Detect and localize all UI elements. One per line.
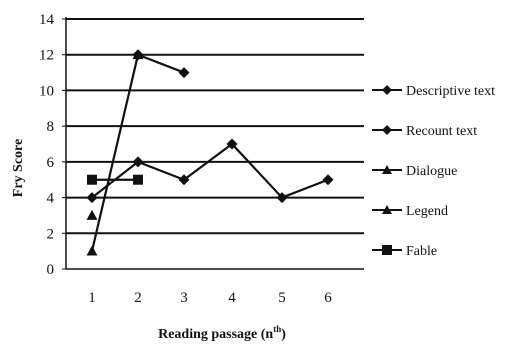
- y-tick-label: 12: [39, 48, 54, 64]
- legend: Descriptive text Recount text Dialogue Lege…: [372, 84, 495, 259]
- legend-item-recount-text: Recount text: [372, 124, 477, 139]
- x-tick-label: 4: [228, 290, 236, 306]
- axes: [65, 17, 364, 270]
- y-tick-label: 4: [47, 191, 55, 207]
- legend-marker: [382, 165, 392, 174]
- legend-marker: [382, 85, 392, 95]
- x-axis-title-sup: th: [273, 324, 281, 334]
- y-tick-label: 14: [39, 12, 55, 28]
- legend-item-fable: Fable: [372, 244, 437, 259]
- y-tick-label: 0: [47, 262, 55, 278]
- y-tick-label: 8: [47, 119, 55, 135]
- y-axis-title: Fry Score: [11, 139, 26, 197]
- data-point: [87, 174, 97, 185]
- data-point: [226, 138, 238, 150]
- series-line: [137, 53, 185, 74]
- legend-label: Recount text: [406, 124, 477, 139]
- data-point: [86, 192, 98, 204]
- series-descriptive-text: [132, 49, 190, 79]
- series-line: [91, 142, 329, 199]
- data-point: [322, 174, 334, 186]
- legend-item-descriptive-text: Descriptive text: [372, 84, 495, 99]
- legend-label: Fable: [406, 244, 437, 259]
- x-axis-title-main: Reading passage (n: [158, 327, 273, 342]
- x-tick-label: 2: [134, 290, 142, 306]
- legend-item-dialogue: Dialogue: [372, 164, 457, 179]
- x-tick-label: 5: [278, 290, 286, 306]
- y-tick-label: 6: [47, 155, 55, 171]
- legend-marker: [382, 245, 392, 255]
- series-layer: [86, 49, 334, 256]
- data-point: [276, 192, 288, 204]
- series-dialogue: [86, 209, 98, 220]
- legend-label: Descriptive text: [406, 84, 495, 99]
- x-tick-labels: 1 2 3 4 5 6: [88, 290, 332, 306]
- legend-marker: [382, 125, 392, 135]
- series-recount-text: [86, 138, 334, 204]
- y-tick-label: 10: [39, 83, 54, 99]
- y-tick-labels: 0 2 4 6 8 10 12 14: [39, 12, 66, 278]
- x-tick-label: 1: [88, 290, 96, 306]
- data-point: [86, 209, 98, 220]
- data-point: [132, 156, 144, 168]
- data-point: [133, 174, 143, 185]
- data-point: [86, 245, 98, 256]
- legend-label: Legend: [406, 204, 448, 219]
- series-legend: [86, 49, 144, 256]
- legend-label: Dialogue: [406, 164, 457, 179]
- y-tick-label: 2: [47, 226, 55, 242]
- x-tick-label: 3: [180, 290, 188, 306]
- data-point: [178, 174, 190, 186]
- data-point: [132, 49, 144, 60]
- grid: [66, 18, 364, 235]
- x-axis-title-close: ): [281, 327, 286, 342]
- legend-marker: [382, 205, 392, 214]
- x-axis-title: Reading passage (nth): [158, 324, 286, 342]
- legend-item-legend: Legend: [372, 204, 448, 219]
- x-tick-label: 6: [324, 290, 332, 306]
- series-fable: [87, 174, 143, 185]
- series-line: [90, 54, 140, 252]
- data-point: [178, 67, 190, 79]
